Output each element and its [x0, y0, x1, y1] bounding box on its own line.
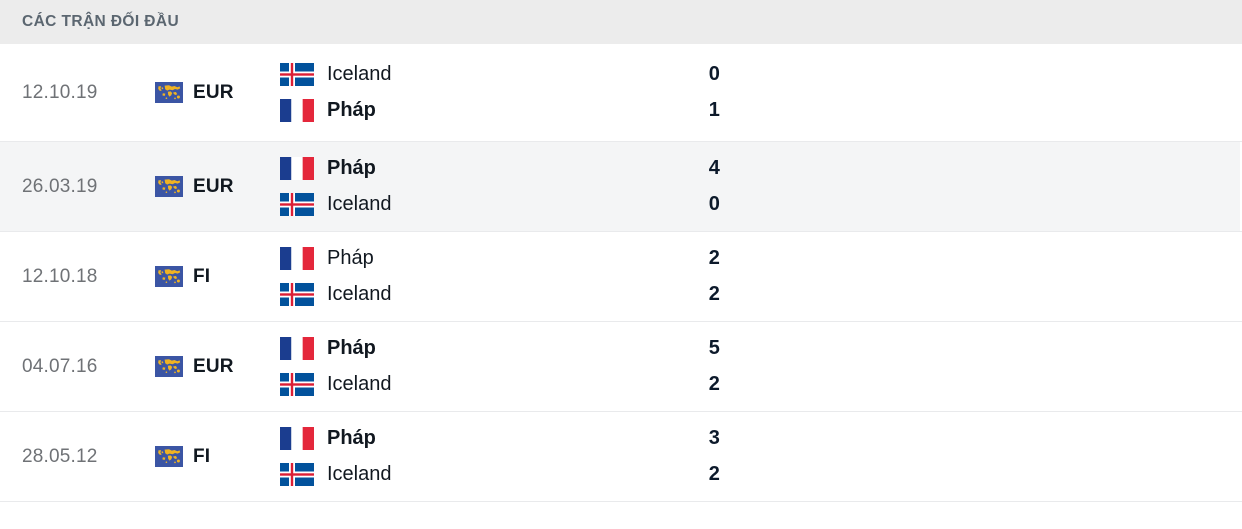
table-row[interactable]: 12.10.19 — [0, 44, 1242, 142]
france-flag-icon — [280, 99, 314, 122]
teams-cell: Pháp Iceland — [280, 427, 697, 486]
home-team-name: Pháp — [327, 427, 376, 449]
iceland-flag-icon — [280, 463, 314, 486]
home-team-row[interactable]: Iceland — [280, 63, 697, 86]
teams-cell: Pháp Iceland — [280, 337, 697, 396]
competition-cell: FI — [155, 446, 280, 468]
away-team-score: 0 — [708, 193, 720, 215]
competition-label: FI — [193, 265, 211, 287]
match-date: 12.10.18 — [22, 265, 98, 287]
world-map-icon — [155, 356, 183, 377]
away-team-name: Iceland — [327, 283, 392, 305]
home-team-name: Iceland — [327, 63, 392, 85]
world-map-icon — [155, 82, 183, 103]
away-team-row[interactable]: Iceland — [280, 463, 697, 486]
competition-cell: EUR — [155, 356, 280, 378]
match-date: 28.05.12 — [22, 445, 98, 467]
match-date: 12.10.19 — [22, 81, 98, 103]
iceland-flag-icon — [280, 63, 314, 86]
table-row[interactable]: 28.05.12 — [0, 412, 1242, 502]
teams-cell: Pháp Iceland — [280, 157, 697, 216]
france-flag-icon — [280, 157, 314, 180]
home-team-score: 5 — [708, 337, 720, 359]
home-team-row[interactable]: Pháp — [280, 427, 697, 450]
competition-label: EUR — [193, 355, 234, 377]
teams-cell: Pháp Iceland — [280, 247, 697, 306]
away-team-name: Iceland — [327, 193, 392, 215]
competition-cell: EUR — [155, 82, 280, 104]
away-team-row[interactable]: Iceland — [280, 373, 697, 396]
competition-label: EUR — [193, 81, 234, 103]
iceland-flag-icon — [280, 373, 314, 396]
iceland-flag-icon — [280, 193, 314, 216]
match-date-cell: 12.10.18 — [0, 266, 155, 288]
scores-cell: 2 2 — [697, 247, 937, 306]
teams-cell: Iceland Pháp — [280, 63, 697, 122]
home-team-score: 0 — [708, 63, 720, 85]
away-team-score: 2 — [708, 373, 720, 395]
match-date: 04.07.16 — [22, 355, 98, 377]
panel-header: CÁC TRẬN ĐỐI ĐẦU — [0, 0, 1242, 44]
match-date-cell: 12.10.19 — [0, 82, 155, 104]
away-team-name: Pháp — [327, 99, 376, 121]
match-date-cell: 04.07.16 — [0, 356, 155, 378]
home-team-score: 2 — [708, 247, 720, 269]
home-team-row[interactable]: Pháp — [280, 157, 697, 180]
page-title: CÁC TRẬN ĐỐI ĐẦU — [22, 13, 180, 31]
france-flag-icon — [280, 337, 314, 360]
france-flag-icon — [280, 427, 314, 450]
home-team-name: Pháp — [327, 157, 376, 179]
home-team-row[interactable]: Pháp — [280, 337, 697, 360]
world-map-icon — [155, 266, 183, 287]
scores-cell: 3 2 — [697, 427, 937, 486]
competition-label: EUR — [193, 175, 234, 197]
table-row[interactable]: 12.10.18 — [0, 232, 1242, 322]
away-team-name: Iceland — [327, 463, 392, 485]
competition-cell: EUR — [155, 176, 280, 198]
away-team-row[interactable]: Iceland — [280, 283, 697, 306]
iceland-flag-icon — [280, 283, 314, 306]
away-team-row[interactable]: Iceland — [280, 193, 697, 216]
away-team-name: Iceland — [327, 373, 392, 395]
competition-label: FI — [193, 445, 211, 467]
scores-cell: 4 0 — [697, 157, 937, 216]
home-team-row[interactable]: Pháp — [280, 247, 697, 270]
home-team-score: 4 — [708, 157, 720, 179]
france-flag-icon — [280, 247, 314, 270]
home-team-name: Pháp — [327, 337, 376, 359]
scores-cell: 5 2 — [697, 337, 937, 396]
scores-cell: 0 1 — [697, 63, 937, 122]
table-row[interactable]: 04.07.16 — [0, 322, 1242, 412]
away-team-score: 1 — [708, 99, 720, 121]
match-date-cell: 28.05.12 — [0, 446, 155, 468]
away-team-score: 2 — [708, 463, 720, 485]
home-team-score: 3 — [708, 427, 720, 449]
away-team-row[interactable]: Pháp — [280, 99, 697, 122]
match-list: 12.10.19 — [0, 44, 1242, 502]
world-map-icon — [155, 176, 183, 197]
world-map-icon — [155, 446, 183, 467]
away-team-score: 2 — [708, 283, 720, 305]
match-date: 26.03.19 — [22, 175, 98, 197]
match-date-cell: 26.03.19 — [0, 176, 155, 198]
home-team-name: Pháp — [327, 247, 374, 269]
competition-cell: FI — [155, 266, 280, 288]
table-row[interactable]: 26.03.19 — [0, 142, 1242, 232]
